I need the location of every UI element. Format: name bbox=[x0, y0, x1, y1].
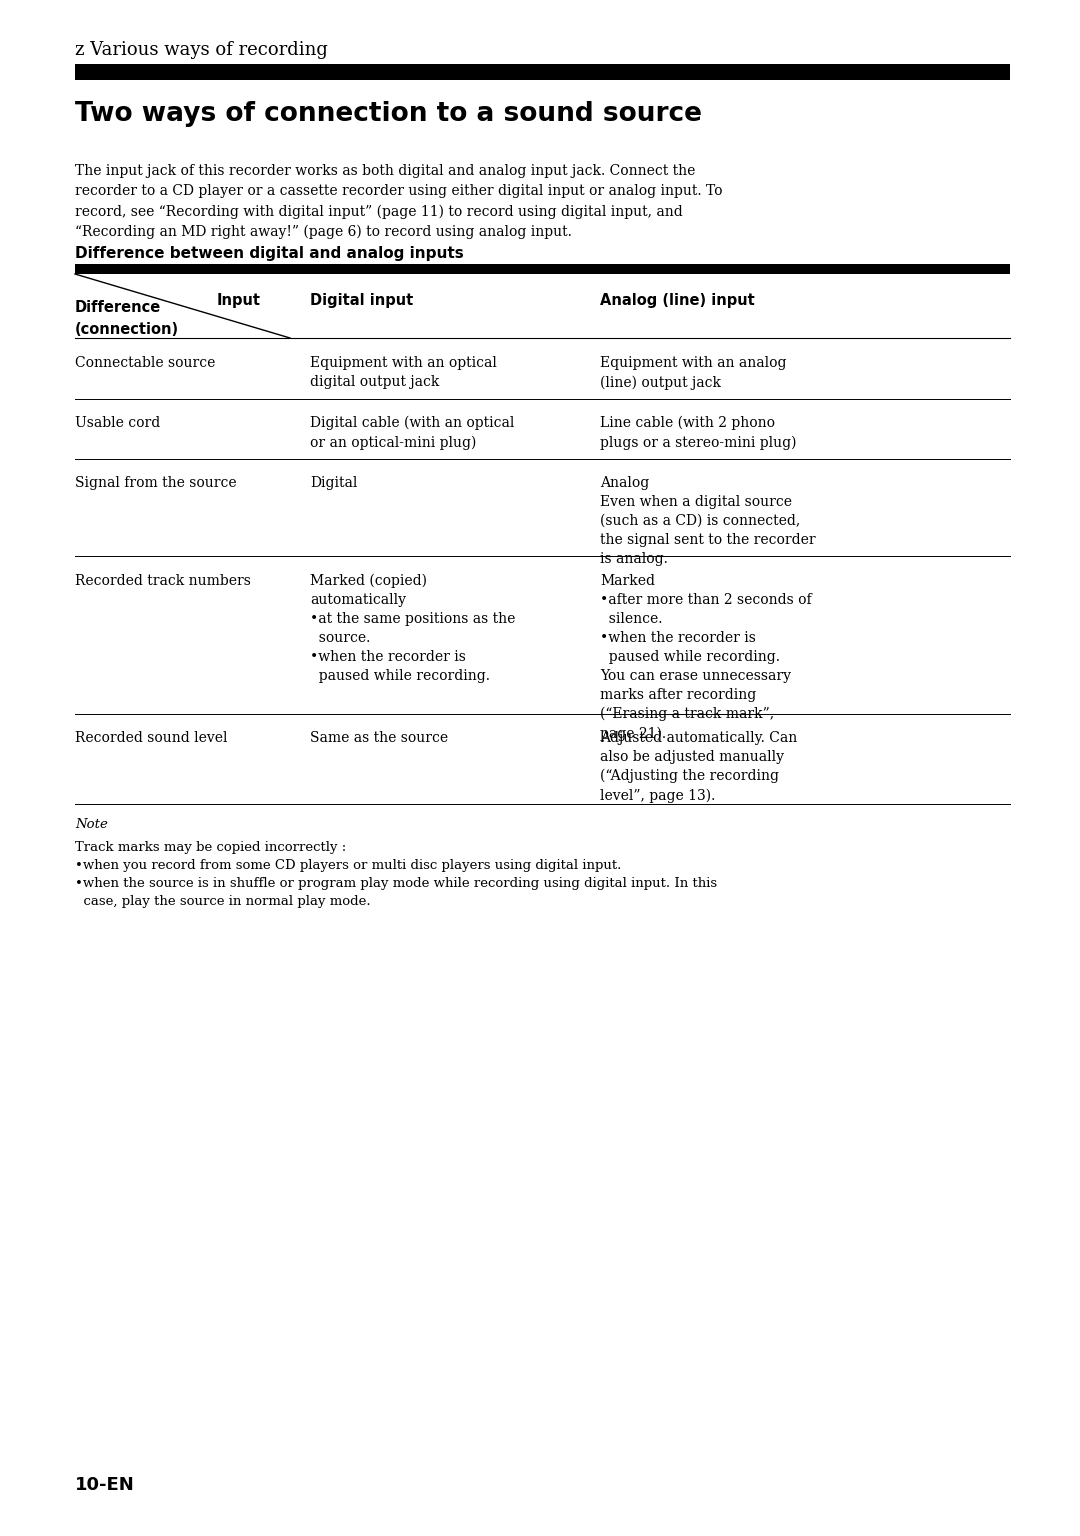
Text: Recorded track numbers: Recorded track numbers bbox=[75, 574, 251, 588]
Text: Equipment with an analog
(line) output jack: Equipment with an analog (line) output j… bbox=[600, 356, 786, 390]
Text: Digital: Digital bbox=[310, 476, 357, 490]
Text: Marked
•after more than 2 seconds of
  silence.
•when the recorder is
  paused w: Marked •after more than 2 seconds of sil… bbox=[600, 574, 812, 740]
Text: (connection): (connection) bbox=[75, 323, 179, 336]
Text: Usable cord: Usable cord bbox=[75, 416, 160, 430]
Text: Two ways of connection to a sound source: Two ways of connection to a sound source bbox=[75, 101, 702, 127]
Text: Same as the source: Same as the source bbox=[310, 731, 448, 745]
Text: Digital input: Digital input bbox=[310, 293, 414, 309]
Text: Track marks may be copied incorrectly :
•when you record from some CD players or: Track marks may be copied incorrectly : … bbox=[75, 842, 717, 908]
Bar bbox=[75, 264, 1010, 273]
Text: Adjusted automatically. Can
also be adjusted manually
(“Adjusting the recording
: Adjusted automatically. Can also be adju… bbox=[600, 731, 797, 803]
Text: Marked (copied)
automatically
•at the same positions as the
  source.
•when the : Marked (copied) automatically •at the sa… bbox=[310, 574, 515, 684]
Text: Digital cable (with an optical
or an optical-mini plug): Digital cable (with an optical or an opt… bbox=[310, 416, 514, 450]
Text: Difference: Difference bbox=[75, 300, 161, 315]
Text: 10-EN: 10-EN bbox=[75, 1476, 135, 1495]
Text: Connectable source: Connectable source bbox=[75, 356, 215, 370]
Text: Difference between digital and analog inputs: Difference between digital and analog in… bbox=[75, 246, 463, 261]
Text: Recorded sound level: Recorded sound level bbox=[75, 731, 228, 745]
Text: Signal from the source: Signal from the source bbox=[75, 476, 237, 490]
Text: The input jack of this recorder works as both digital and analog input jack. Con: The input jack of this recorder works as… bbox=[75, 164, 723, 240]
Text: Analog
Even when a digital source
(such as a CD) is connected,
the signal sent t: Analog Even when a digital source (such … bbox=[600, 476, 815, 565]
Text: Input: Input bbox=[217, 293, 261, 309]
Text: Note: Note bbox=[75, 819, 108, 831]
Text: Equipment with an optical
digital output jack: Equipment with an optical digital output… bbox=[310, 356, 497, 389]
Text: Analog (line) input: Analog (line) input bbox=[600, 293, 755, 309]
Text: z Various ways of recording: z Various ways of recording bbox=[75, 41, 328, 58]
Text: Line cable (with 2 phono
plugs or a stereo-mini plug): Line cable (with 2 phono plugs or a ster… bbox=[600, 416, 797, 450]
Bar bbox=[75, 65, 1010, 80]
